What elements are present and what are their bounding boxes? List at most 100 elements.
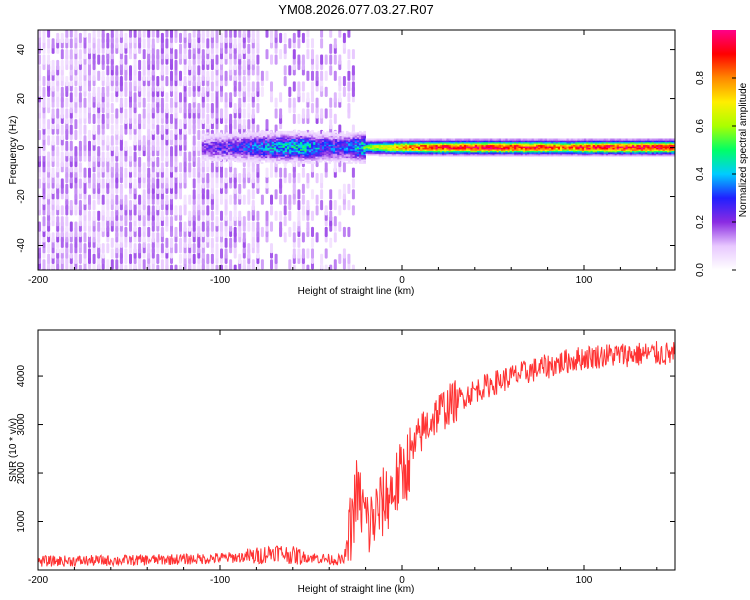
heatmap-cell (601, 150, 605, 153)
heatmap-cell (555, 151, 559, 154)
heatmap-cell (265, 132, 268, 135)
heatmap-cell (133, 178, 137, 189)
heatmap-cell (328, 155, 332, 159)
heatmap-cell (326, 152, 329, 156)
heatmap-cell (579, 141, 583, 144)
heatmap-cell (536, 148, 539, 151)
heatmap-cell (477, 140, 480, 143)
heatmap-cell (233, 103, 237, 114)
heatmap-cell (315, 144, 318, 147)
heatmap-cell (287, 142, 290, 145)
heatmap-cell (302, 155, 305, 159)
heatmap-cell (245, 151, 249, 154)
heatmap-cell (204, 152, 207, 156)
heatmap-cell (592, 138, 596, 141)
heatmap-cell (404, 138, 408, 141)
heatmap-cell (232, 148, 235, 151)
heatmap-cell (217, 152, 220, 156)
heatmap-cell (276, 152, 279, 156)
heatmap-cell (223, 135, 227, 138)
heatmap-cell (354, 132, 358, 135)
heatmap-cell (422, 141, 425, 144)
heatmap-cell (301, 183, 305, 194)
heatmap-cell (343, 158, 347, 161)
heatmap-cell (308, 147, 312, 150)
heatmap-cell (474, 154, 478, 157)
heatmap-cell (511, 150, 515, 153)
heatmap-cell (212, 157, 216, 160)
heatmap-cell (326, 136, 329, 139)
heatmap-cell (254, 132, 257, 135)
heatmap-cell (527, 151, 530, 154)
heatmap-cell (457, 140, 460, 143)
heatmap-cell (221, 133, 225, 136)
heatmap-cell (265, 141, 268, 144)
heatmap-cell (51, 59, 55, 71)
heatmap-cell (124, 264, 128, 270)
heatmap-cell (439, 147, 443, 150)
heatmap-cell (219, 141, 222, 144)
heatmap-cell (241, 158, 244, 161)
heatmap-cell (533, 153, 537, 156)
heatmap-cell (311, 147, 314, 150)
heatmap-cell (426, 141, 430, 144)
heatmap-cell (337, 150, 340, 153)
heatmap-cell (448, 148, 452, 151)
heatmap-cell (605, 154, 609, 157)
heatmap-cell (210, 103, 214, 114)
heatmap-cell (396, 141, 399, 144)
heatmap-cell (263, 150, 266, 153)
heatmap-cell (147, 167, 151, 178)
heatmap-cell (110, 135, 114, 146)
heatmap-cell (321, 144, 325, 147)
heatmap-cell (234, 158, 238, 161)
heatmap-cell (65, 76, 69, 87)
heatmap-cell (494, 144, 498, 147)
heatmap-cell (260, 147, 264, 150)
heatmap-cell (551, 142, 554, 146)
heatmap-cell (335, 138, 338, 141)
heatmap-cell (394, 141, 397, 144)
heatmap-cell (352, 139, 356, 142)
heatmap-cell (284, 133, 288, 136)
heatmap-cell (147, 205, 151, 216)
heatmap-cell (398, 147, 401, 150)
heatmap-cell (247, 151, 251, 154)
heatmap-cell (341, 158, 345, 161)
heatmap-cell (60, 178, 64, 189)
heatmap-cell (284, 141, 288, 144)
heatmap-cell (509, 153, 513, 156)
heatmap-cell (363, 157, 366, 160)
heatmap-cell (292, 264, 296, 270)
heatmap-cell (210, 70, 214, 81)
heatmap-cell (413, 145, 417, 148)
heatmap-cell (214, 145, 218, 148)
heatmap-cell (256, 135, 259, 138)
heatmap-cell (217, 142, 220, 145)
heatmap-cell (252, 142, 255, 145)
heatmap-cell (115, 146, 119, 157)
heatmap-cell (437, 147, 441, 150)
heatmap-cell (249, 154, 253, 157)
heatmap-cell (92, 253, 96, 264)
heatmap-cell (453, 147, 456, 150)
heatmap-cell (562, 142, 565, 146)
heatmap-cell (304, 144, 307, 147)
heatmap-cell (411, 154, 415, 157)
heatmap-cell (594, 145, 598, 148)
heatmap-cell (201, 145, 205, 148)
heatmap-cell (577, 153, 580, 156)
heatmap-cell (365, 141, 369, 144)
heatmap-cell (546, 145, 550, 148)
heatmap-cell (101, 178, 105, 189)
heatmap-cell (223, 150, 227, 153)
heatmap-cell (485, 145, 489, 148)
heatmap-cell (389, 148, 393, 151)
heatmap-cell (291, 155, 294, 159)
heatmap-cell (507, 148, 511, 151)
heatmap-cell (514, 154, 517, 157)
heatmap-cell (280, 144, 283, 147)
heatmap-cell (531, 144, 535, 147)
heatmap-cell (278, 130, 281, 134)
heatmap-cell (276, 147, 279, 150)
